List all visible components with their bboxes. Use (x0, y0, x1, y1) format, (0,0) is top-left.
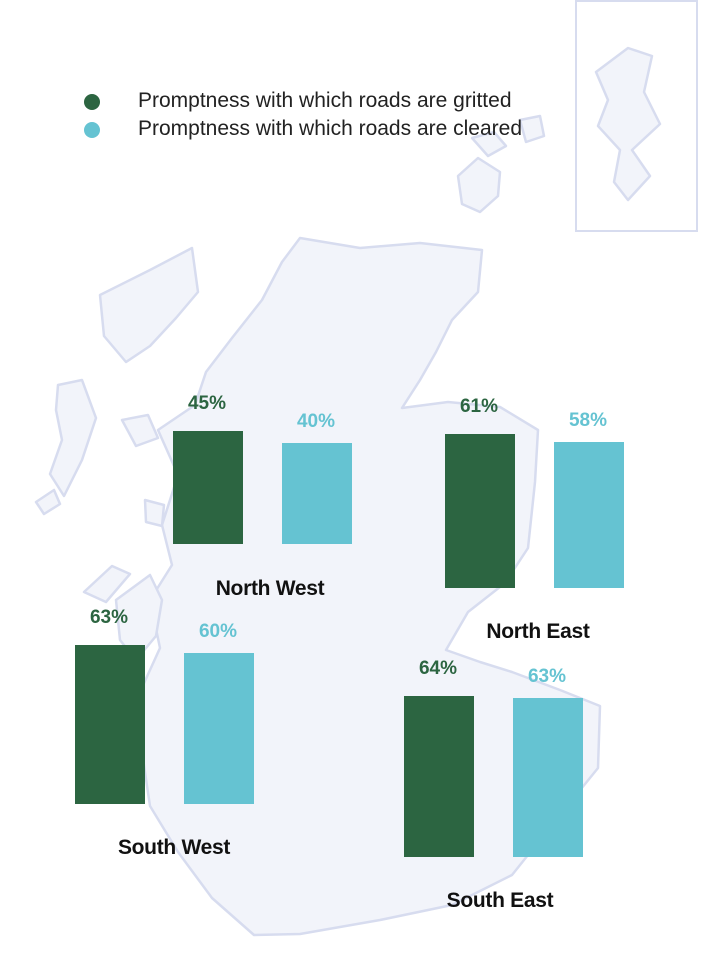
bar-cleared-south-west (184, 652, 254, 804)
value-label-gritted-south-west: 63% (89, 607, 129, 629)
legend-swatch-gritted (84, 94, 100, 110)
region-label-north-east: North East (486, 620, 590, 643)
value-label-cleared-south-west: 60% (198, 620, 238, 642)
inset-frame (575, 0, 698, 232)
bar-gritted-north-west (173, 430, 243, 544)
region-label-north-west: North West (215, 577, 325, 600)
legend-swatch-cleared (84, 122, 100, 138)
value-label-cleared-north-east: 58% (568, 409, 608, 431)
bar-gritted-south-west (75, 645, 145, 804)
island-outline (114, 573, 164, 662)
bar-gritted-south-east (404, 695, 474, 857)
value-label-gritted-north-east: 61% (459, 396, 499, 418)
island-outline (82, 564, 132, 604)
region-label-south-west: South West (117, 836, 231, 859)
bar-cleared-south-east (513, 698, 583, 857)
island-outline (120, 413, 160, 448)
legend-label-gritted: Promptness with which roads are gritted (138, 89, 512, 112)
value-label-gritted-north-west: 45% (187, 392, 227, 414)
island-outline (143, 498, 166, 528)
island-outline (470, 130, 508, 158)
value-label-gritted-south-east: 64% (418, 657, 458, 679)
island-outline (48, 378, 98, 498)
value-label-cleared-south-east: 63% (527, 666, 567, 688)
island-outline (98, 246, 200, 364)
island-outline (518, 114, 546, 144)
legend: Promptness with which roads are gritted … (84, 88, 522, 144)
bar-cleared-north-east (554, 441, 624, 588)
legend-label-cleared: Promptness with which roads are cleared (138, 117, 523, 140)
legend-item-gritted: Promptness with which roads are gritted (84, 88, 512, 116)
island-outline (456, 156, 502, 214)
bar-gritted-north-east (445, 434, 515, 588)
bar-cleared-north-west (282, 443, 352, 544)
island-outline (594, 46, 662, 202)
island-outline (34, 488, 62, 516)
value-label-cleared-north-west: 40% (296, 411, 336, 433)
region-label-south-east: South East (446, 889, 554, 912)
legend-item-cleared: Promptness with which roads are cleared (84, 116, 522, 144)
